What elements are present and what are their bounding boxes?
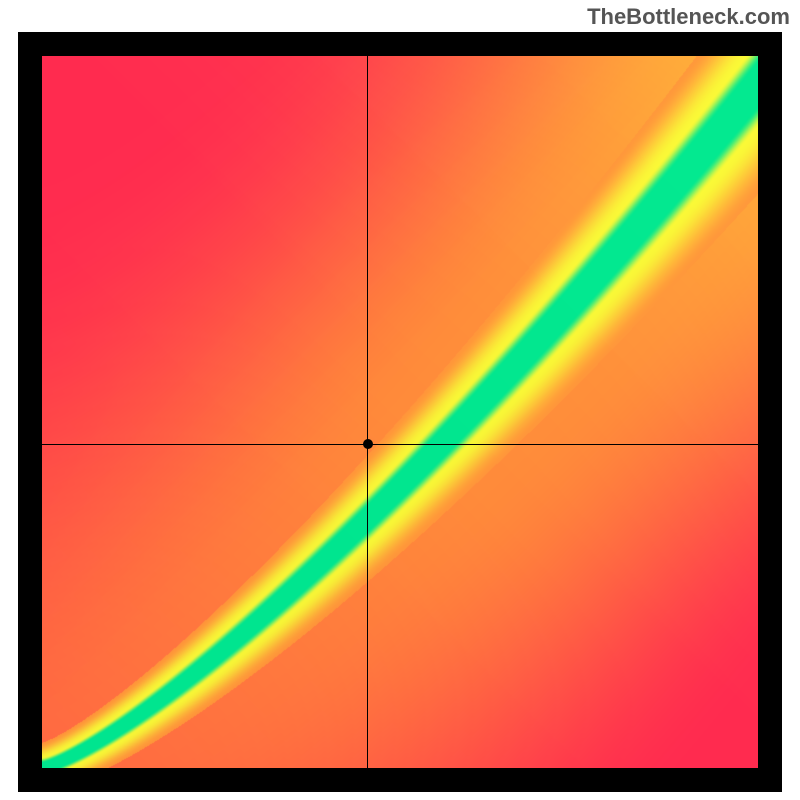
crosshair-vertical: [367, 56, 368, 768]
heatmap-canvas: [42, 56, 758, 768]
watermark-text: TheBottleneck.com: [587, 4, 790, 30]
crosshair-horizontal: [42, 444, 758, 445]
data-point-marker: [363, 439, 373, 449]
